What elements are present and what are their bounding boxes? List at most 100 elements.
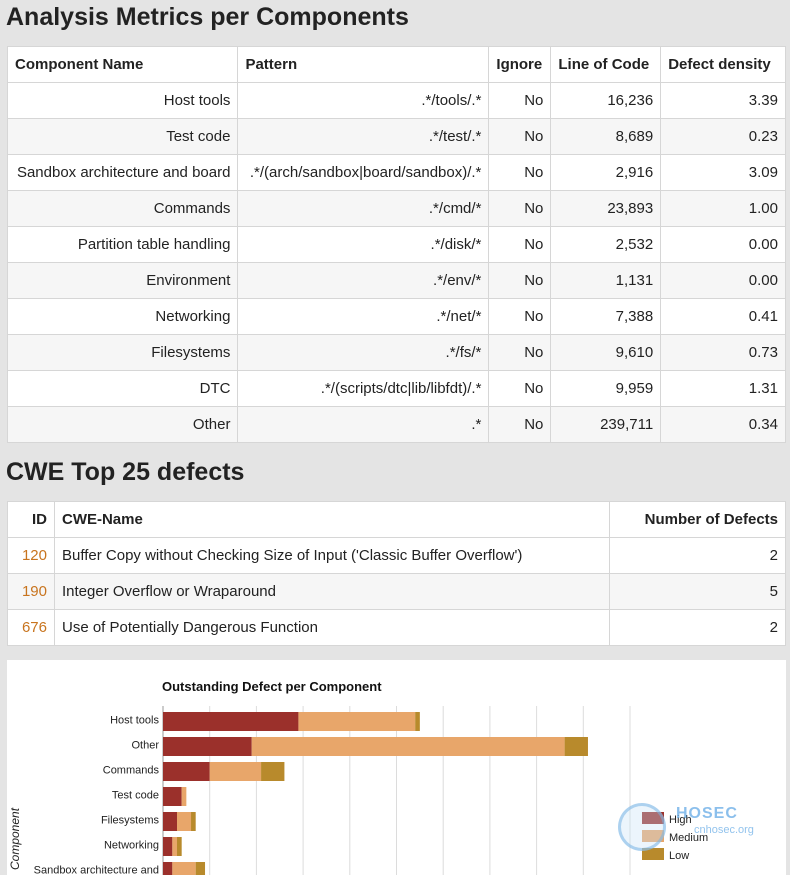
bar-medium bbox=[210, 762, 261, 781]
legend-label-low: Low bbox=[669, 850, 689, 862]
component-name-cell: Test code bbox=[8, 119, 238, 155]
ignore-cell: No bbox=[489, 227, 551, 263]
component-name-cell: Networking bbox=[8, 299, 238, 335]
pattern-cell: .*/(arch/sandbox|board/sandbox)/.* bbox=[238, 155, 489, 191]
component-name-cell: DTC bbox=[8, 371, 238, 407]
loc-cell: 1,131 bbox=[551, 263, 661, 299]
component-name-cell: Sandbox architecture and board bbox=[8, 155, 238, 191]
density-cell: 0.00 bbox=[661, 227, 786, 263]
defect-chart: Outstanding Defect per ComponentComponen… bbox=[7, 660, 786, 875]
ignore-cell: No bbox=[489, 335, 551, 371]
cwe-id-link[interactable]: 676 bbox=[8, 610, 55, 646]
col-number-of-defects[interactable]: Number of Defects bbox=[610, 502, 786, 538]
pattern-cell: .*/test/.* bbox=[238, 119, 489, 155]
cwe-name-cell: Buffer Copy without Checking Size of Inp… bbox=[54, 538, 609, 574]
bar-high bbox=[163, 762, 210, 781]
bar-low bbox=[191, 812, 196, 831]
cwe-count-cell: 5 bbox=[610, 574, 786, 610]
density-cell: 3.39 bbox=[661, 83, 786, 119]
density-cell: 0.34 bbox=[661, 407, 786, 443]
watermark-brand: HOSEC bbox=[676, 805, 738, 823]
bar-medium bbox=[298, 712, 415, 731]
density-cell: 0.23 bbox=[661, 119, 786, 155]
bar-high bbox=[163, 712, 298, 731]
metrics-header-row: Component Name Pattern Ignore Line of Co… bbox=[8, 47, 786, 83]
ignore-cell: No bbox=[489, 83, 551, 119]
ignore-cell: No bbox=[489, 263, 551, 299]
col-cwe-name[interactable]: CWE-Name bbox=[54, 502, 609, 538]
density-cell: 1.31 bbox=[661, 371, 786, 407]
col-pattern[interactable]: Pattern bbox=[238, 47, 489, 83]
col-line-of-code[interactable]: Line of Code bbox=[551, 47, 661, 83]
cwe-id-link[interactable]: 190 bbox=[8, 574, 55, 610]
loc-cell: 2,532 bbox=[551, 227, 661, 263]
col-defect-density[interactable]: Defect density bbox=[661, 47, 786, 83]
category-label: Test code bbox=[112, 790, 159, 802]
bar-medium bbox=[172, 837, 177, 856]
col-ignore[interactable]: Ignore bbox=[489, 47, 551, 83]
density-cell: 3.09 bbox=[661, 155, 786, 191]
bar-low bbox=[261, 762, 284, 781]
col-component-name[interactable]: Component Name bbox=[8, 47, 238, 83]
loc-cell: 2,916 bbox=[551, 155, 661, 191]
loc-cell: 23,893 bbox=[551, 191, 661, 227]
loc-cell: 7,388 bbox=[551, 299, 661, 335]
cwe-id-link[interactable]: 120 bbox=[8, 538, 55, 574]
category-label: Commands bbox=[103, 765, 160, 777]
loc-cell: 16,236 bbox=[551, 83, 661, 119]
cwe-section-title: CWE Top 25 defects bbox=[6, 458, 244, 487]
component-name-cell: Other bbox=[8, 407, 238, 443]
component-name-cell: Filesystems bbox=[8, 335, 238, 371]
pattern-cell: .*/disk/* bbox=[238, 227, 489, 263]
density-cell: 1.00 bbox=[661, 191, 786, 227]
bar-medium bbox=[172, 862, 195, 875]
bar-medium bbox=[252, 737, 565, 756]
cwe-header-row: ID CWE-Name Number of Defects bbox=[8, 502, 786, 538]
bar-high bbox=[163, 787, 182, 806]
density-cell: 0.00 bbox=[661, 263, 786, 299]
bar-low bbox=[177, 837, 182, 856]
loc-cell: 9,959 bbox=[551, 371, 661, 407]
loc-cell: 239,711 bbox=[551, 407, 661, 443]
density-cell: 0.41 bbox=[661, 299, 786, 335]
watermark-domain: cnhosec.org bbox=[694, 824, 754, 836]
cwe-name-cell: Use of Potentially Dangerous Function bbox=[54, 610, 609, 646]
bar-medium bbox=[182, 787, 187, 806]
metrics-table: Component Name Pattern Ignore Line of Co… bbox=[7, 46, 786, 443]
component-name-cell: Environment bbox=[8, 263, 238, 299]
loc-cell: 9,610 bbox=[551, 335, 661, 371]
chart-title: Outstanding Defect per Component bbox=[162, 679, 382, 694]
cwe-count-cell: 2 bbox=[610, 538, 786, 574]
density-cell: 0.73 bbox=[661, 335, 786, 371]
bar-low bbox=[565, 737, 588, 756]
ignore-cell: No bbox=[489, 119, 551, 155]
cwe-count-cell: 2 bbox=[610, 610, 786, 646]
analysis-section-title: Analysis Metrics per Components bbox=[6, 3, 409, 32]
table-row: Sandbox architecture and board.*/(arch/s… bbox=[8, 155, 786, 191]
ignore-cell: No bbox=[489, 191, 551, 227]
col-cwe-id[interactable]: ID bbox=[8, 502, 55, 538]
component-name-cell: Commands bbox=[8, 191, 238, 227]
pattern-cell: .*/fs/* bbox=[238, 335, 489, 371]
cwe-name-cell: Integer Overflow or Wraparound bbox=[54, 574, 609, 610]
pattern-cell: .*/(scripts/dtc|lib/libfdt)/.* bbox=[238, 371, 489, 407]
ignore-cell: No bbox=[489, 371, 551, 407]
watermark-logo-icon bbox=[618, 803, 666, 851]
bar-low bbox=[415, 712, 420, 731]
bar-high bbox=[163, 812, 177, 831]
bar-high bbox=[163, 837, 172, 856]
category-label: Filesystems bbox=[101, 815, 160, 827]
